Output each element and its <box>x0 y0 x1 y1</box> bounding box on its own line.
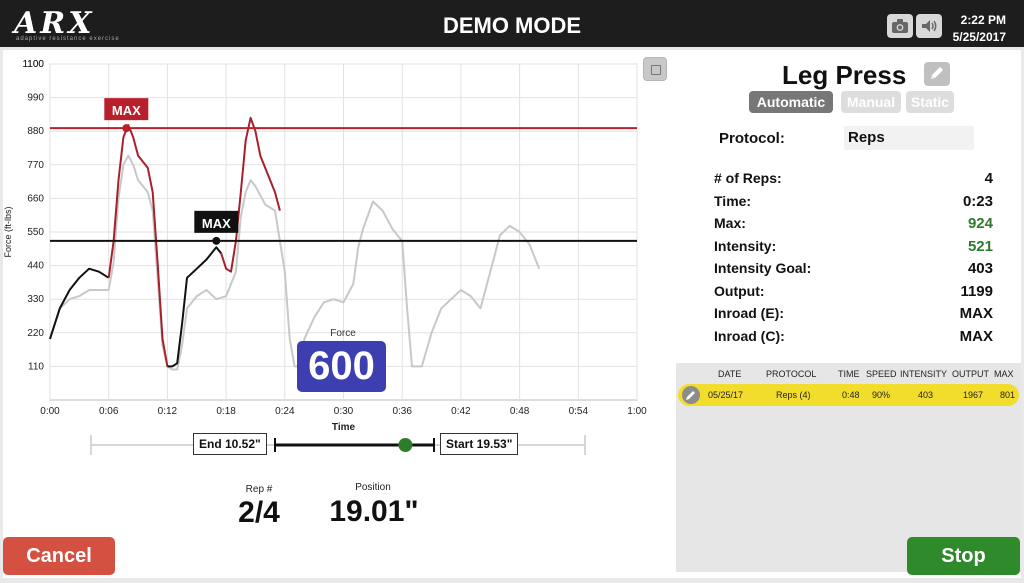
y-tick-label: 440 <box>27 261 44 272</box>
series-line-1 <box>49 267 110 340</box>
x-tick-label: 0:36 <box>392 406 412 417</box>
reference-marker <box>122 124 131 133</box>
exercise-title: Leg Press <box>782 60 907 90</box>
stat-value: MAX <box>959 305 993 322</box>
history-cell: 403 <box>918 390 934 400</box>
history-column-header: TIME <box>838 369 860 379</box>
stat-value: 0:23 <box>962 192 993 210</box>
pencil-icon <box>931 67 943 79</box>
speaker-icon <box>922 20 937 32</box>
mode-title: DEMO MODE <box>442 13 582 38</box>
x-tick-label: 0:12 <box>158 406 178 417</box>
history-column-header: SPEED <box>866 369 897 379</box>
x-tick-label: 0:24 <box>275 406 295 417</box>
start-position-label: Start 19.53" <box>440 433 519 455</box>
y-tick-label: 660 <box>27 193 44 204</box>
position-value: 19.01" <box>329 495 419 528</box>
y-tick-label: 1100 <box>22 59 44 70</box>
collapse-chart-button[interactable] <box>643 57 667 81</box>
protocol-select[interactable]: Reps <box>844 126 974 150</box>
series-line-2 <box>107 124 169 367</box>
logo-subtitle: adaptive resistance exercise <box>16 36 120 42</box>
stat-label: # of Reps: <box>714 170 782 186</box>
stat-value: MAX <box>959 327 993 345</box>
stat-label: Intensity: <box>714 237 777 254</box>
position-indicator <box>398 438 413 452</box>
history-cell: Reps (4) <box>776 390 811 400</box>
max-tag <box>194 210 239 233</box>
y-tick-label: 1100 <box>22 59 44 70</box>
y-tick-label: 220 <box>27 328 44 339</box>
y-tick-label: 550 <box>27 227 44 238</box>
history-cell: 0:48 <box>842 390 860 400</box>
history-column-header: OUTPUT <box>952 369 989 379</box>
arx-logo: ARX <box>14 6 95 41</box>
main-panel: 1100 990 880 770 660 550 440 330 220 110 1100 0:00 0… <box>3 50 1021 578</box>
stop-button[interactable]: Stop <box>907 537 1020 575</box>
y-axis-label: Force (ft-lbs) <box>3 206 13 257</box>
clock-date: 5/25/2017 <box>952 30 1006 44</box>
protocol-label: Protocol: <box>719 130 785 147</box>
end-position-label: End 10.52" <box>193 433 267 455</box>
force-caption: Force <box>330 328 356 339</box>
y-tick-label: 880 <box>27 126 44 137</box>
force-readout: 600 <box>297 341 386 392</box>
series-line-0 <box>49 154 541 371</box>
history-row[interactable]: 05/25/17 Reps (4) 0:48 90% 403 1967 801 <box>678 384 1019 406</box>
stat-label: Inroad (C): <box>714 327 785 344</box>
stat-value: 4 <box>984 170 993 187</box>
max-tag-label: MAX <box>112 103 141 118</box>
y-tick-label: 110 <box>28 361 44 372</box>
rep-value: 2/4 <box>238 496 280 529</box>
x-tick-label: 0:06 <box>99 406 119 417</box>
mode-automatic-button[interactable]: Automatic <box>749 91 833 113</box>
x-tick-label: 0:42 <box>451 406 471 417</box>
pencil-icon <box>686 391 695 400</box>
stat-value: 1199 <box>960 282 993 300</box>
top-bar: ARX adaptive resistance exercise DEMO MO… <box>0 0 1024 47</box>
mode-manual-button[interactable]: Manual <box>841 91 901 113</box>
y-tick-label: 990 <box>27 93 44 104</box>
x-tick-label: 1:00 <box>627 406 647 417</box>
max-tag <box>104 98 149 121</box>
history-cell: 90% <box>872 390 891 400</box>
stat-label: Intensity Goal: <box>714 260 812 276</box>
stat-value: 521 <box>967 237 993 255</box>
rep-caption: Rep # <box>245 484 273 495</box>
stat-label: Inroad (E): <box>714 305 784 321</box>
reference-marker <box>212 236 221 245</box>
edit-row-button[interactable] <box>682 386 700 404</box>
y-tick-label: 330 <box>27 294 44 305</box>
sound-button[interactable] <box>916 14 942 38</box>
x-tick-label: 0:30 <box>334 406 354 417</box>
edit-exercise-button[interactable] <box>924 62 950 86</box>
x-axis-label: Time <box>332 422 356 433</box>
history-column-header: DATE <box>718 369 742 379</box>
x-tick-label: 0:00 <box>40 406 60 417</box>
history-column-header: PROTOCOL <box>766 369 817 379</box>
history-cell: 05/25/17 <box>708 390 744 400</box>
history-cell: 1967 <box>963 390 984 400</box>
mode-static-button[interactable]: Static <box>906 91 954 113</box>
series-line-3 <box>167 246 222 368</box>
clock-time: 2:22 PM <box>960 13 1006 27</box>
stat-label: Output: <box>714 282 765 299</box>
cancel-button[interactable]: Cancel <box>3 537 115 575</box>
x-tick-label: 0:48 <box>510 406 530 417</box>
y-tick-label: 770 <box>27 160 44 171</box>
stat-value: 403 <box>967 260 993 277</box>
stat-label: Time: <box>714 192 752 209</box>
camera-icon <box>892 19 908 33</box>
camera-button[interactable] <box>887 14 913 38</box>
x-tick-label: 0:18 <box>216 406 236 417</box>
history-column-header: MAX <box>994 369 1014 379</box>
stat-label: Max: <box>714 215 746 231</box>
max-tag-label: MAX <box>202 216 231 231</box>
history-column-header: INTENSITY <box>900 369 948 379</box>
history-cell: 801 <box>1000 390 1016 400</box>
position-caption: Position <box>355 482 391 493</box>
clock: 2:22 PM 5/25/2017 <box>953 12 1006 46</box>
stat-value: 924 <box>967 215 993 232</box>
x-tick-label: 0:54 <box>569 406 589 417</box>
